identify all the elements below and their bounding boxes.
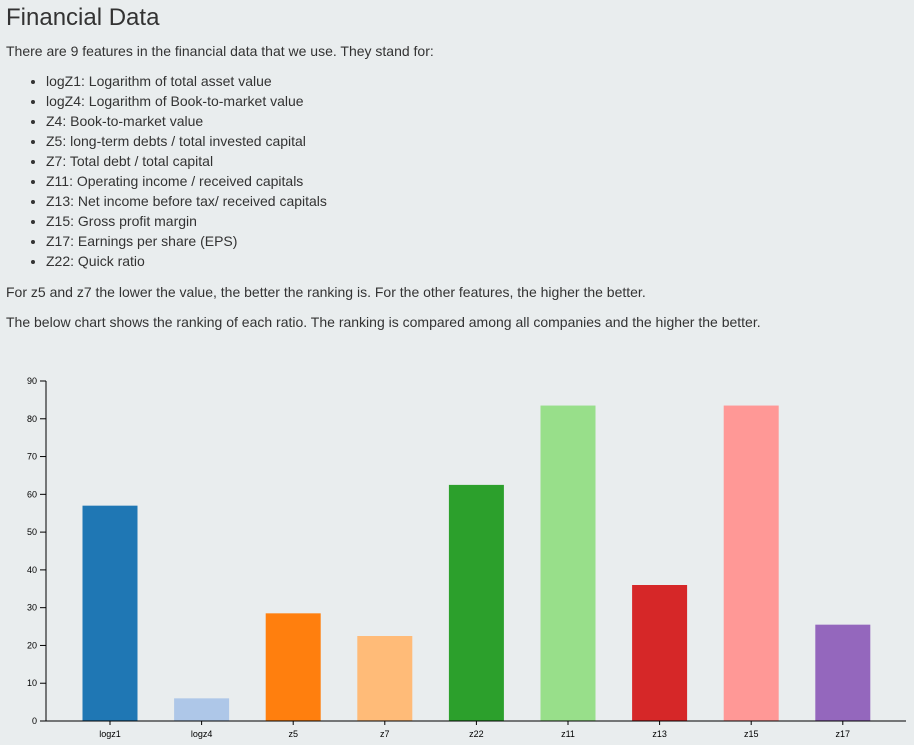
list-item: Z7: Total debt / total capital — [46, 151, 327, 171]
bar-logz4 — [174, 698, 230, 721]
y-tick-label: 70 — [27, 452, 37, 462]
y-tick-label: 10 — [27, 678, 37, 688]
list-item: logZ1: Logarithm of total asset value — [46, 71, 327, 91]
bar-z22 — [448, 484, 504, 721]
x-tick-label: z11 — [561, 729, 575, 739]
x-tick-label: logz1 — [99, 729, 121, 739]
intro-text: There are 9 features in the financial da… — [6, 43, 434, 59]
bar-z5 — [265, 613, 321, 721]
x-tick-label: z15 — [744, 729, 759, 739]
y-tick-label: 60 — [27, 489, 37, 499]
y-axis: 0 10 20 30 40 50 60 70 80 90 — [27, 376, 47, 726]
list-item: Z13: Net income before tax/ received cap… — [46, 191, 327, 211]
list-item: Z22: Quick ratio — [46, 251, 327, 271]
bar-logz1 — [82, 505, 138, 721]
feature-list: logZ1: Logarithm of total asset value lo… — [26, 71, 327, 271]
y-tick-label: 20 — [27, 640, 37, 650]
lower-better-note: For z5 and z7 the lower the value, the b… — [6, 284, 646, 300]
y-tick-label: 0 — [32, 716, 37, 726]
x-tick-label: z22 — [469, 729, 484, 739]
y-tick-label: 40 — [27, 565, 37, 575]
list-item: Z15: Gross profit margin — [46, 211, 327, 231]
y-tick-label: 90 — [27, 376, 37, 386]
list-item: Z5: long-term debts / total invested cap… — [46, 131, 327, 151]
x-tick-label: z7 — [380, 729, 390, 739]
y-tick-label: 30 — [27, 603, 37, 613]
list-item: logZ4: Logarithm of Book-to-market value — [46, 91, 327, 111]
bar-z7 — [357, 636, 413, 721]
bars — [82, 405, 871, 721]
y-tick-label: 50 — [27, 527, 37, 537]
list-item: Z11: Operating income / received capital… — [46, 171, 327, 191]
ranking-bar-chart: 0 10 20 30 40 50 60 70 80 90 logz1 logz4 z5 z7 z22 z11… — [27, 376, 906, 739]
list-item: Z17: Earnings per share (EPS) — [46, 231, 327, 251]
y-tick-label: 80 — [27, 414, 37, 424]
bar-z11 — [540, 405, 596, 721]
chart-description: The below chart shows the ranking of eac… — [6, 314, 761, 330]
bar-z13 — [632, 585, 688, 721]
bar-z17 — [815, 624, 871, 721]
bar-z15 — [723, 405, 779, 721]
x-tick-label: logz4 — [191, 729, 213, 739]
x-tick-label: z17 — [836, 729, 851, 739]
page-title: Financial Data — [6, 4, 160, 31]
x-axis: logz1 logz4 z5 z7 z22 z11 z13 z15 z17 — [46, 720, 906, 739]
list-item: Z4: Book-to-market value — [46, 111, 327, 131]
x-tick-label: z13 — [652, 729, 667, 739]
x-tick-label: z5 — [288, 729, 298, 739]
